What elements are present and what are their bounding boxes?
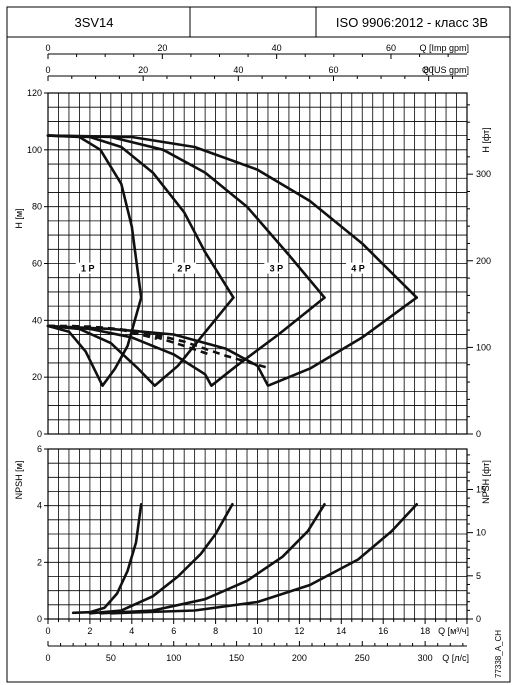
- top-axis-title: Q [US gpm]: [422, 65, 469, 75]
- curve-label: 4 P: [351, 264, 365, 274]
- ls-axis-tick-label: 0: [45, 653, 50, 663]
- npsh-x-tick-label: 6: [171, 626, 176, 636]
- npsh-curve: [88, 503, 234, 615]
- npsh-x-tick-label: 10: [252, 626, 262, 636]
- head-y-tick-label: 120: [27, 88, 42, 98]
- npsh-curves: [71, 503, 418, 615]
- curve-label: 2 P: [177, 264, 191, 274]
- npsh-x-tick-label: 14: [336, 626, 346, 636]
- curve-label: 1 P: [81, 264, 95, 274]
- header: 3SV14 ISO 9906:2012 - класс 3B: [6, 6, 511, 38]
- head-curve: [46, 296, 326, 387]
- head-curves: [46, 134, 418, 387]
- head-curve: [46, 296, 143, 387]
- head-curve-dashed: [47, 324, 210, 356]
- head-curve: [46, 296, 418, 387]
- head-curve: [46, 134, 418, 299]
- npsh-right-tick-label: 0: [476, 614, 481, 624]
- top-axis-tick-label: 80: [424, 65, 434, 75]
- npsh-x-tick-label: 18: [420, 626, 430, 636]
- head-y-tick-label: 20: [32, 372, 42, 382]
- drawing-code: 77338_A_CH: [494, 630, 503, 678]
- top-axis-tick-label: 0: [45, 43, 50, 53]
- npsh-curve: [109, 503, 418, 615]
- model-title: 3SV14: [74, 15, 113, 30]
- top-axis-title: Q [Imp gpm]: [419, 43, 469, 53]
- head-y-tick-label: 0: [37, 429, 42, 439]
- curve-label-bg: [172, 262, 197, 274]
- ls-axis-tick-label: 200: [292, 653, 307, 663]
- head-y-tick-label: 80: [32, 202, 42, 212]
- head-right-tick-label: 200: [476, 256, 491, 266]
- top-axis-tick-label: 40: [233, 65, 243, 75]
- curve-label: 3 P: [270, 264, 284, 274]
- ls-axis-tick-label: 100: [166, 653, 181, 663]
- top-axis-tick-label: 60: [328, 65, 338, 75]
- top-axis-tick-label: 60: [386, 43, 396, 53]
- npsh-right-tick-label: 15: [476, 484, 486, 494]
- ls-axis-tick-label: 50: [106, 653, 116, 663]
- head-grid: [47, 92, 468, 435]
- npsh-x-tick-label: 16: [378, 626, 388, 636]
- npsh-x-tick-label: 8: [213, 626, 218, 636]
- head-right-tick-label: 0: [476, 429, 481, 439]
- head-right-tick-label: 300: [476, 169, 491, 179]
- npsh-curve: [99, 503, 326, 615]
- head-y-tick-label: 60: [32, 259, 42, 269]
- top-axis-tick-label: 20: [157, 43, 167, 53]
- npsh-y-tick-label: 4: [37, 501, 42, 511]
- head-y-tick-label: 40: [32, 315, 42, 325]
- npsh-x-tick-label: 0: [45, 626, 50, 636]
- top-axis-tick-label: 40: [272, 43, 282, 53]
- npsh-right-tick-label: 5: [476, 571, 481, 581]
- npsh-curve: [71, 503, 143, 615]
- chart-frame: [6, 36, 511, 683]
- npsh-x-tick-label: 4: [129, 626, 134, 636]
- npsh-x-tick-label: 12: [294, 626, 304, 636]
- npsh-x-tick-label: 2: [87, 626, 92, 636]
- npsh-y-tick-label: 2: [37, 557, 42, 567]
- npsh-grid: [47, 448, 468, 620]
- npsh-x-label: Q [м³/ч]: [438, 626, 469, 636]
- head-y-label: H [м]: [14, 208, 24, 228]
- npsh-right-label: NPSH [фт]: [481, 460, 491, 504]
- curve-label-bg: [75, 262, 100, 274]
- ls-axis-tick-label: 150: [229, 653, 244, 663]
- top-axis-tick-label: 0: [45, 65, 50, 75]
- standard-label: ISO 9906:2012 - класс 3B: [336, 15, 488, 30]
- curve-label-bg: [346, 262, 371, 274]
- head-chart: 0 20 40 60 Q [Imp gpm]0 20 40 60 80Q [US gpm]020…: [14, 43, 491, 439]
- ls-axis-title: Q [л/с]: [442, 653, 469, 663]
- head-y-tick-label: 100: [27, 145, 42, 155]
- curve-label-bg: [264, 262, 289, 274]
- head-right-label: H [фт]: [481, 127, 491, 152]
- ls-axis-tick-label: 300: [418, 653, 433, 663]
- npsh-y-tick-label: 6: [37, 444, 42, 454]
- head-right-tick-label: 100: [476, 342, 491, 352]
- npsh-right-tick-label: 10: [476, 528, 486, 538]
- npsh-y-label: NPSH [м]: [14, 461, 24, 500]
- ls-axis-tick-label: 250: [355, 653, 370, 663]
- npsh-y-tick-label: 0: [37, 614, 42, 624]
- top-axis-tick-label: 20: [138, 65, 148, 75]
